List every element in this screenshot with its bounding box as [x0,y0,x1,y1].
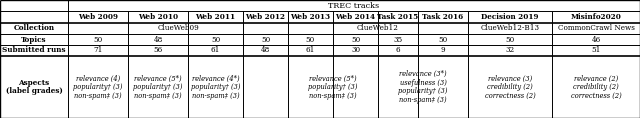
Text: 32: 32 [506,46,515,55]
Text: non-spam‡ (3): non-spam‡ (3) [192,91,239,99]
Text: Task 2015: Task 2015 [378,13,419,21]
Text: Web 2009: Web 2009 [78,13,118,21]
Text: relevance (3): relevance (3) [488,74,532,82]
Text: Topics: Topics [21,36,47,44]
Text: popularity† (3): popularity† (3) [133,83,183,91]
Text: non-spam‡ (3): non-spam‡ (3) [134,91,182,99]
Text: Task 2016: Task 2016 [422,13,463,21]
Text: non-spam‡ (3): non-spam‡ (3) [74,91,122,99]
Text: 50: 50 [93,36,102,44]
Text: relevance (5*): relevance (5*) [309,74,357,82]
Text: 9: 9 [441,46,445,55]
Text: 71: 71 [93,46,102,55]
Text: Misinfo2020: Misinfo2020 [571,13,621,21]
Text: 50: 50 [211,36,220,44]
Text: 6: 6 [396,46,400,55]
Text: relevance (4*): relevance (4*) [192,74,239,82]
Text: 30: 30 [351,46,360,55]
Text: non-spam‡ (3): non-spam‡ (3) [309,91,357,99]
Text: 50: 50 [351,36,360,44]
Text: 50: 50 [506,36,515,44]
Text: Aspects: Aspects [19,79,49,87]
Text: non-spam‡ (3): non-spam‡ (3) [399,96,447,104]
Text: popularity† (3): popularity† (3) [191,83,240,91]
Text: 61: 61 [211,46,220,55]
Text: Web 2010: Web 2010 [138,13,178,21]
Text: 50: 50 [261,36,270,44]
Text: credibility (2): credibility (2) [487,83,533,91]
Text: correctness (2): correctness (2) [484,91,536,99]
Text: relevance (4): relevance (4) [76,74,120,82]
Text: Submitted runs: Submitted runs [3,46,66,55]
Text: relevance (5*): relevance (5*) [134,74,182,82]
Text: 56: 56 [154,46,163,55]
Text: 50: 50 [438,36,447,44]
Text: ClueWeb09: ClueWeb09 [157,25,199,32]
Text: usefulness (3): usefulness (3) [399,79,447,87]
Text: 35: 35 [394,36,403,44]
Text: (label grades): (label grades) [6,87,63,95]
Text: CommonCrawl News: CommonCrawl News [557,25,634,32]
Text: popularity† (3): popularity† (3) [398,87,448,95]
Text: popularity† (3): popularity† (3) [308,83,358,91]
Text: 48: 48 [261,46,270,55]
Text: 48: 48 [154,36,163,44]
Text: Decision 2019: Decision 2019 [481,13,539,21]
Text: TREC tracks: TREC tracks [328,2,380,10]
Text: 50: 50 [306,36,315,44]
Text: relevance (2): relevance (2) [574,74,618,82]
Text: relevance (3*): relevance (3*) [399,70,447,78]
Text: ClueWeb12-B13: ClueWeb12-B13 [481,25,540,32]
Text: correctness (2): correctness (2) [571,91,621,99]
Text: Web 2013: Web 2013 [291,13,331,21]
Text: 61: 61 [306,46,315,55]
Text: Web 2014: Web 2014 [335,13,376,21]
Text: 46: 46 [591,36,600,44]
Text: credibility (2): credibility (2) [573,83,619,91]
Text: Web 2012: Web 2012 [246,13,285,21]
Text: popularity† (3): popularity† (3) [73,83,123,91]
Text: Collection: Collection [13,25,54,32]
Text: Web 2011: Web 2011 [195,13,236,21]
Text: 51: 51 [591,46,601,55]
Text: ClueWeb12: ClueWeb12 [357,25,399,32]
